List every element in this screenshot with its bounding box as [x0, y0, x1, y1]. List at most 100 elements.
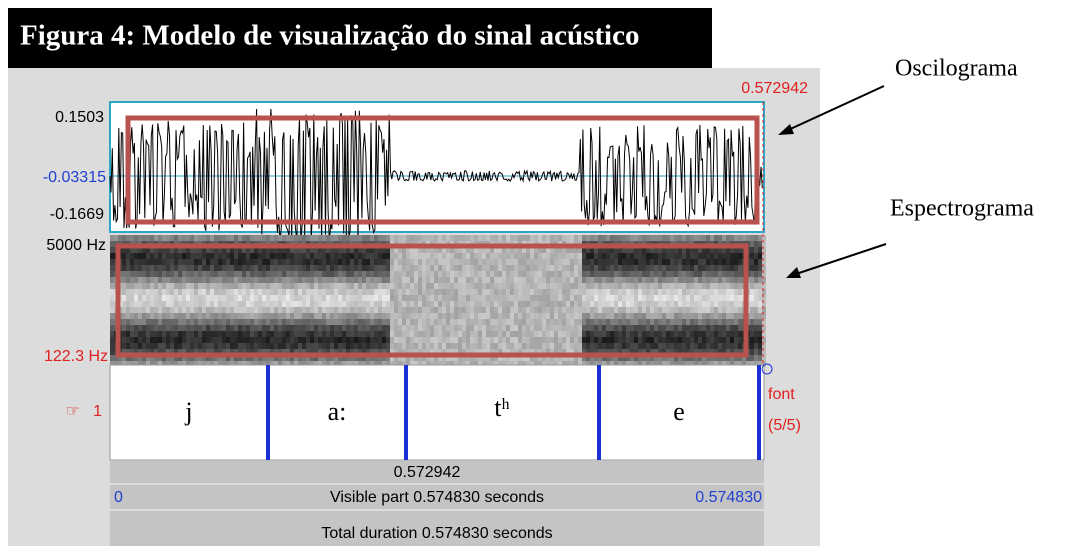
- spectrogram-cell: [326, 283, 330, 289]
- spectrogram-cell: [270, 319, 274, 325]
- spectrogram-cell: [682, 301, 686, 307]
- spectrogram-cell: [438, 271, 442, 277]
- spectrogram-cell: [438, 235, 442, 241]
- spectrogram-cell: [210, 319, 214, 325]
- spectrogram-cell: [234, 331, 238, 337]
- spectrogram-cell: [322, 295, 326, 301]
- spectrogram-cell: [490, 283, 494, 289]
- spectrogram-cell: [246, 283, 250, 289]
- spectrogram-cell: [406, 253, 410, 259]
- spectrogram-cell: [514, 307, 518, 313]
- spectrogram-cell: [110, 289, 114, 295]
- spectrogram-cell: [602, 313, 606, 319]
- spectrogram-cell: [702, 301, 706, 307]
- spectrogram-cell: [146, 259, 150, 265]
- spectrogram-cell: [446, 307, 450, 313]
- spectrogram-cell: [166, 259, 170, 265]
- spectrogram-cell: [538, 295, 542, 301]
- spectrogram-cell: [194, 307, 198, 313]
- spectrogram-cell: [254, 259, 258, 265]
- spectrogram-cell: [206, 295, 210, 301]
- spectrogram-cell: [130, 235, 134, 241]
- spectrogram-cell: [534, 289, 538, 295]
- spectrogram-cell: [454, 313, 458, 319]
- spectrogram-cell: [246, 337, 250, 343]
- spectrogram-cell: [302, 301, 306, 307]
- spectrogram-cell: [542, 271, 546, 277]
- spectrogram-cell: [374, 259, 378, 265]
- spectrogram-cell: [398, 331, 402, 337]
- spectrogram-cell: [134, 319, 138, 325]
- spectrogram-cell: [382, 319, 386, 325]
- spectrogram-cell: [610, 253, 614, 259]
- spectrogram-cell: [626, 235, 630, 241]
- spectrogram-cell: [178, 259, 182, 265]
- spectrogram-cell: [538, 271, 542, 277]
- spectrogram-cell: [286, 259, 290, 265]
- spectrogram-cell: [718, 337, 722, 343]
- spectrogram-cell: [266, 319, 270, 325]
- spectrogram-cell: [286, 313, 290, 319]
- spectrogram-cell: [622, 295, 626, 301]
- spectrogram-cell: [562, 301, 566, 307]
- spectrogram-cell: [170, 271, 174, 277]
- spectrogram-cell: [666, 313, 670, 319]
- spectrogram-cell: [174, 253, 178, 259]
- spectrogram-cell: [506, 235, 510, 241]
- spectrogram-cell: [330, 337, 334, 343]
- spectrogram-cell: [674, 295, 678, 301]
- spectrogram-cell: [430, 235, 434, 241]
- spectrogram-cell: [634, 289, 638, 295]
- total-duration: Total duration 0.574830 seconds: [321, 525, 552, 542]
- spectrogram-cell: [250, 289, 254, 295]
- spectrogram-cell: [686, 277, 690, 283]
- spectrogram-cell: [394, 283, 398, 289]
- caption: Figura 4: Modelo de visualização do sina…: [20, 20, 639, 52]
- spectrogram-cell: [466, 325, 470, 331]
- spectrogram-cell: [674, 325, 678, 331]
- spectrogram-cell: [758, 331, 762, 337]
- spectrogram-cell: [226, 301, 230, 307]
- spectrogram-cell: [554, 343, 558, 349]
- spectrogram-cell: [446, 295, 450, 301]
- spectrogram-cell: [262, 271, 266, 277]
- spectrogram-cell: [350, 331, 354, 337]
- spectrogram-cell: [554, 277, 558, 283]
- spectrogram-cell: [470, 277, 474, 283]
- spectrogram-cell: [498, 289, 502, 295]
- spectrogram-cell: [378, 289, 382, 295]
- spectrogram-cell: [430, 313, 434, 319]
- spectrogram-cell: [126, 301, 130, 307]
- spectrogram-cell: [394, 295, 398, 301]
- spectrogram-cell: [622, 277, 626, 283]
- spectrogram-cell: [450, 331, 454, 337]
- spectrogram-cell: [354, 277, 358, 283]
- spectrogram-cell: [322, 265, 326, 271]
- spectrogram-cell: [150, 295, 154, 301]
- spectrogram-cell: [482, 337, 486, 343]
- spectrogram-cell: [702, 271, 706, 277]
- spectrogram-cell: [154, 289, 158, 295]
- spectrogram-cell: [386, 301, 390, 307]
- spectrogram-cell: [218, 283, 222, 289]
- spectrogram-cell: [302, 253, 306, 259]
- spectrogram-cell: [122, 289, 126, 295]
- spectrogram-cell: [526, 235, 530, 241]
- spectrogram-cell: [330, 295, 334, 301]
- spectrogram-cell: [698, 253, 702, 259]
- spectrogram-cell: [442, 265, 446, 271]
- spectrogram-cell: [322, 259, 326, 265]
- spectrogram-cell: [470, 265, 474, 271]
- spectrogram-cell: [534, 283, 538, 289]
- spectrogram-cell: [710, 343, 714, 349]
- spectrogram-cell: [646, 271, 650, 277]
- spectrogram-cell: [550, 301, 554, 307]
- spectrogram-cell: [402, 253, 406, 259]
- spectrogram-cell: [122, 325, 126, 331]
- spectrogram-cell: [594, 331, 598, 337]
- spectrogram-cell: [586, 343, 590, 349]
- spectrogram-cell: [758, 277, 762, 283]
- spectrogram-cell: [346, 265, 350, 271]
- spectrogram-cell: [574, 289, 578, 295]
- spectrogram-cell: [270, 301, 274, 307]
